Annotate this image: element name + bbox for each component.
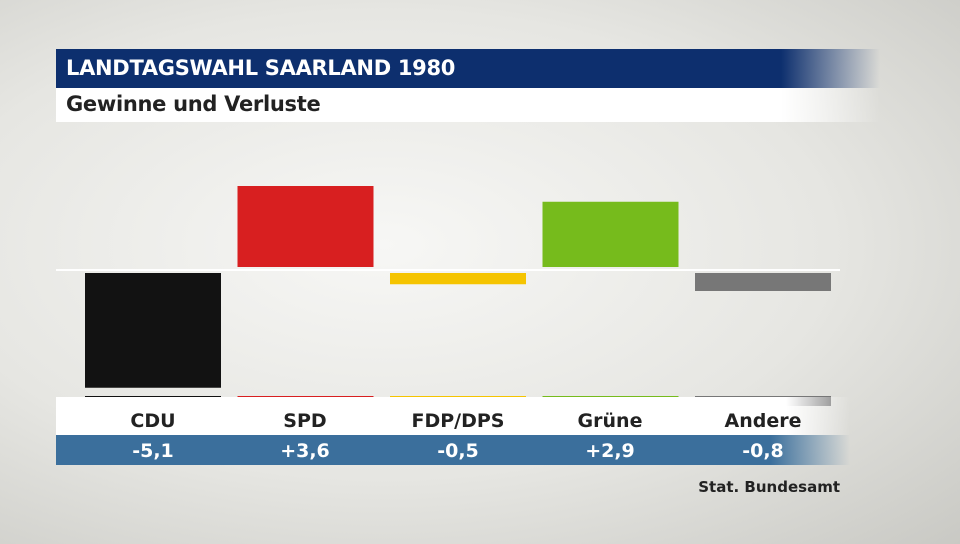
- bar-cdu: [85, 273, 221, 388]
- value-label-andere: -0,8: [742, 440, 784, 462]
- category-label-fdp: FDP/DPS: [411, 410, 505, 432]
- bar-fdpdps: [390, 273, 526, 285]
- bar-grne: [542, 201, 679, 267]
- value-label-fdp: -0,5: [437, 440, 479, 462]
- value-label-spd: +3,6: [280, 440, 330, 462]
- bar-spd: [237, 186, 374, 267]
- subtitle-bar: Gewinne und Verluste: [56, 88, 880, 122]
- category-label-spd: SPD: [283, 410, 327, 432]
- category-label-gruene: Grüne: [577, 410, 643, 432]
- chart-subtitle: Gewinne und Verluste: [66, 92, 321, 116]
- bar-andere: [695, 273, 831, 291]
- category-label-cdu: CDU: [130, 410, 176, 432]
- value-label-cdu: -5,1: [132, 440, 174, 462]
- category-label-andere: Andere: [724, 410, 802, 432]
- category-label-band: [56, 397, 850, 435]
- title-bar: LANDTAGSWAHL SAARLAND 1980: [56, 49, 880, 88]
- chart-title: LANDTAGSWAHL SAARLAND 1980: [66, 56, 456, 80]
- value-label-gruene: +2,9: [585, 440, 635, 462]
- value-label-band: [56, 435, 850, 465]
- source-credit: Stat. Bundesamt: [698, 478, 840, 496]
